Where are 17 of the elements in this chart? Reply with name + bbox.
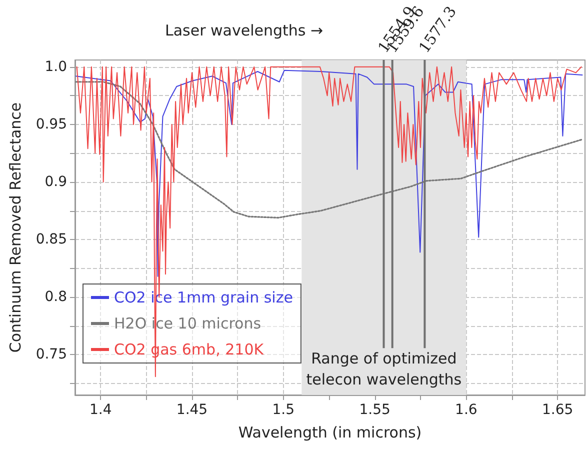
y-tick-label: 0.95: [36, 116, 67, 132]
y-tick-label: 0.9: [44, 174, 67, 190]
y-axis-title: Continuum Removed Reflectance: [6, 102, 24, 353]
x-tick-label: 1.65: [542, 402, 574, 418]
y-tick-label: 1.0: [44, 58, 67, 75]
y-tick-label: 0.85: [36, 232, 67, 248]
band-label: Range of optimized telecon wavelengths: [306, 350, 462, 388]
x-tick-label: 1.5: [272, 402, 295, 418]
y-tick-label: 0.8: [44, 289, 67, 306]
y-tick-label: 0.75: [36, 346, 67, 363]
x-tick-label: 1.4: [89, 402, 112, 418]
line-series: [75, 70, 583, 277]
x-tick-label: 1.45: [176, 402, 208, 418]
x-tick-label: 1.6: [455, 402, 478, 418]
x-tick-label: 1.55: [359, 402, 390, 418]
text: Laser wavelengths →: [165, 22, 324, 40]
x-axis-title: Wavelength (in microns): [238, 424, 422, 442]
